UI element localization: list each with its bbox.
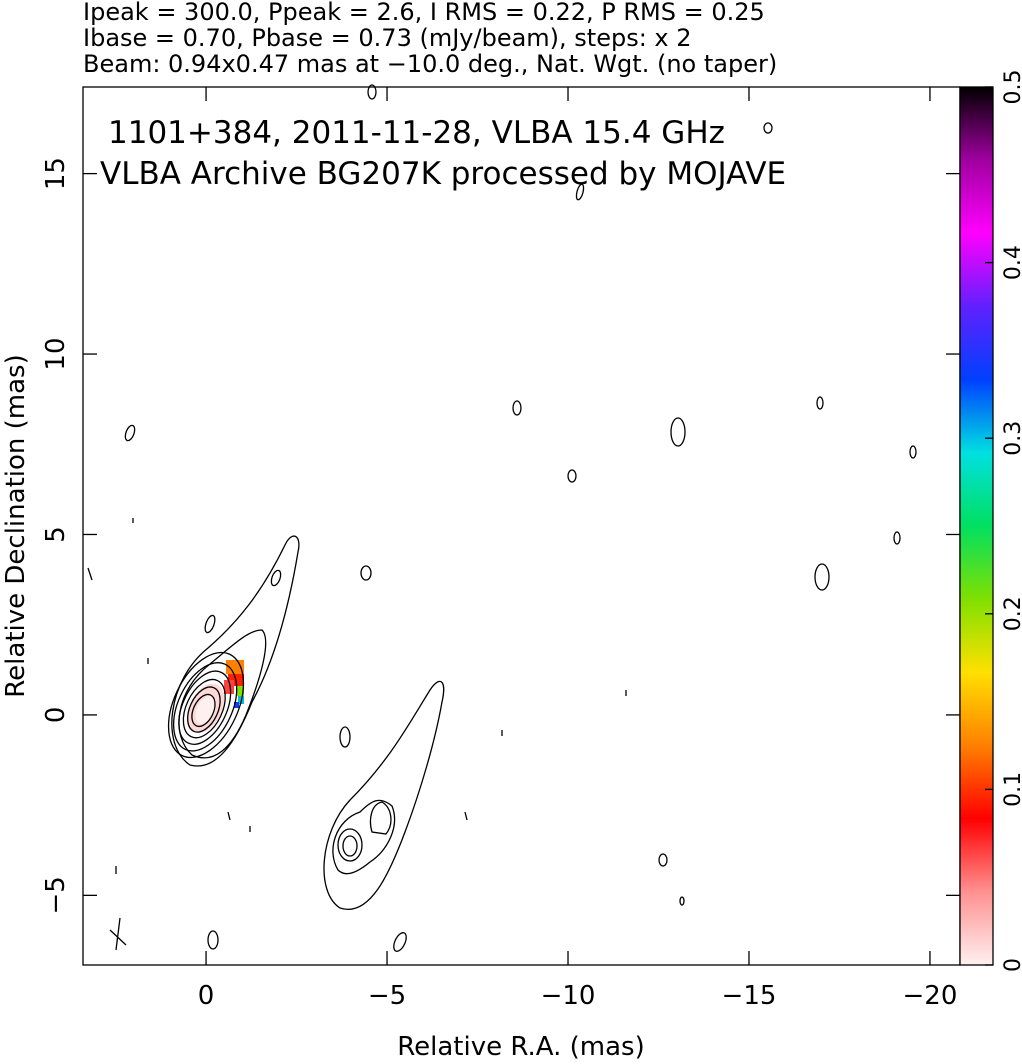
y-tick-label: −5 bbox=[41, 876, 71, 914]
x-tick-label: −20 bbox=[903, 981, 958, 1011]
contours bbox=[87, 84, 917, 952]
y-tick-label: 5 bbox=[41, 526, 71, 543]
x-tick-label: −15 bbox=[722, 981, 777, 1011]
x-tick-label: 0 bbox=[198, 981, 215, 1011]
colorbar-tick-label: 0.4 bbox=[1001, 245, 1022, 280]
colorbar-tick-label: 0 bbox=[1001, 958, 1022, 972]
y-tick-label: 10 bbox=[41, 337, 71, 370]
header-line: Ipeak = 300.0, Ppeak = 2.6, I RMS = 0.22… bbox=[83, 0, 765, 26]
y-tick-label: 15 bbox=[41, 157, 71, 190]
colorbar-tick-label: 0.2 bbox=[1001, 596, 1022, 631]
annotation: 1101+384, 2011-11-28, VLBA 15.4 GHz bbox=[108, 115, 725, 151]
colorbar bbox=[959, 86, 994, 966]
y-tick-label: 0 bbox=[41, 707, 71, 724]
x-axis-label: Relative R.A. (mas) bbox=[397, 1032, 644, 1060]
x-tick-label: −5 bbox=[368, 981, 406, 1011]
x-tick-label: −10 bbox=[541, 981, 596, 1011]
header-line: Beam: 0.94x0.47 mas at −10.0 deg., Nat. … bbox=[83, 50, 777, 78]
y-axis-label: Relative Declination (mas) bbox=[1, 354, 31, 697]
colorbar-tick-label: 0.1 bbox=[1001, 772, 1022, 807]
annotation: VLBA Archive BG207K processed by MOJAVE bbox=[100, 156, 786, 192]
colorbar-tick-label: 0.5 bbox=[1001, 70, 1022, 105]
colorbar-tick-label: 0.3 bbox=[1001, 421, 1022, 456]
header-line: Ibase = 0.70, Pbase = 0.73 (mJy/beam), s… bbox=[83, 24, 692, 52]
plot-frame bbox=[82, 86, 961, 966]
